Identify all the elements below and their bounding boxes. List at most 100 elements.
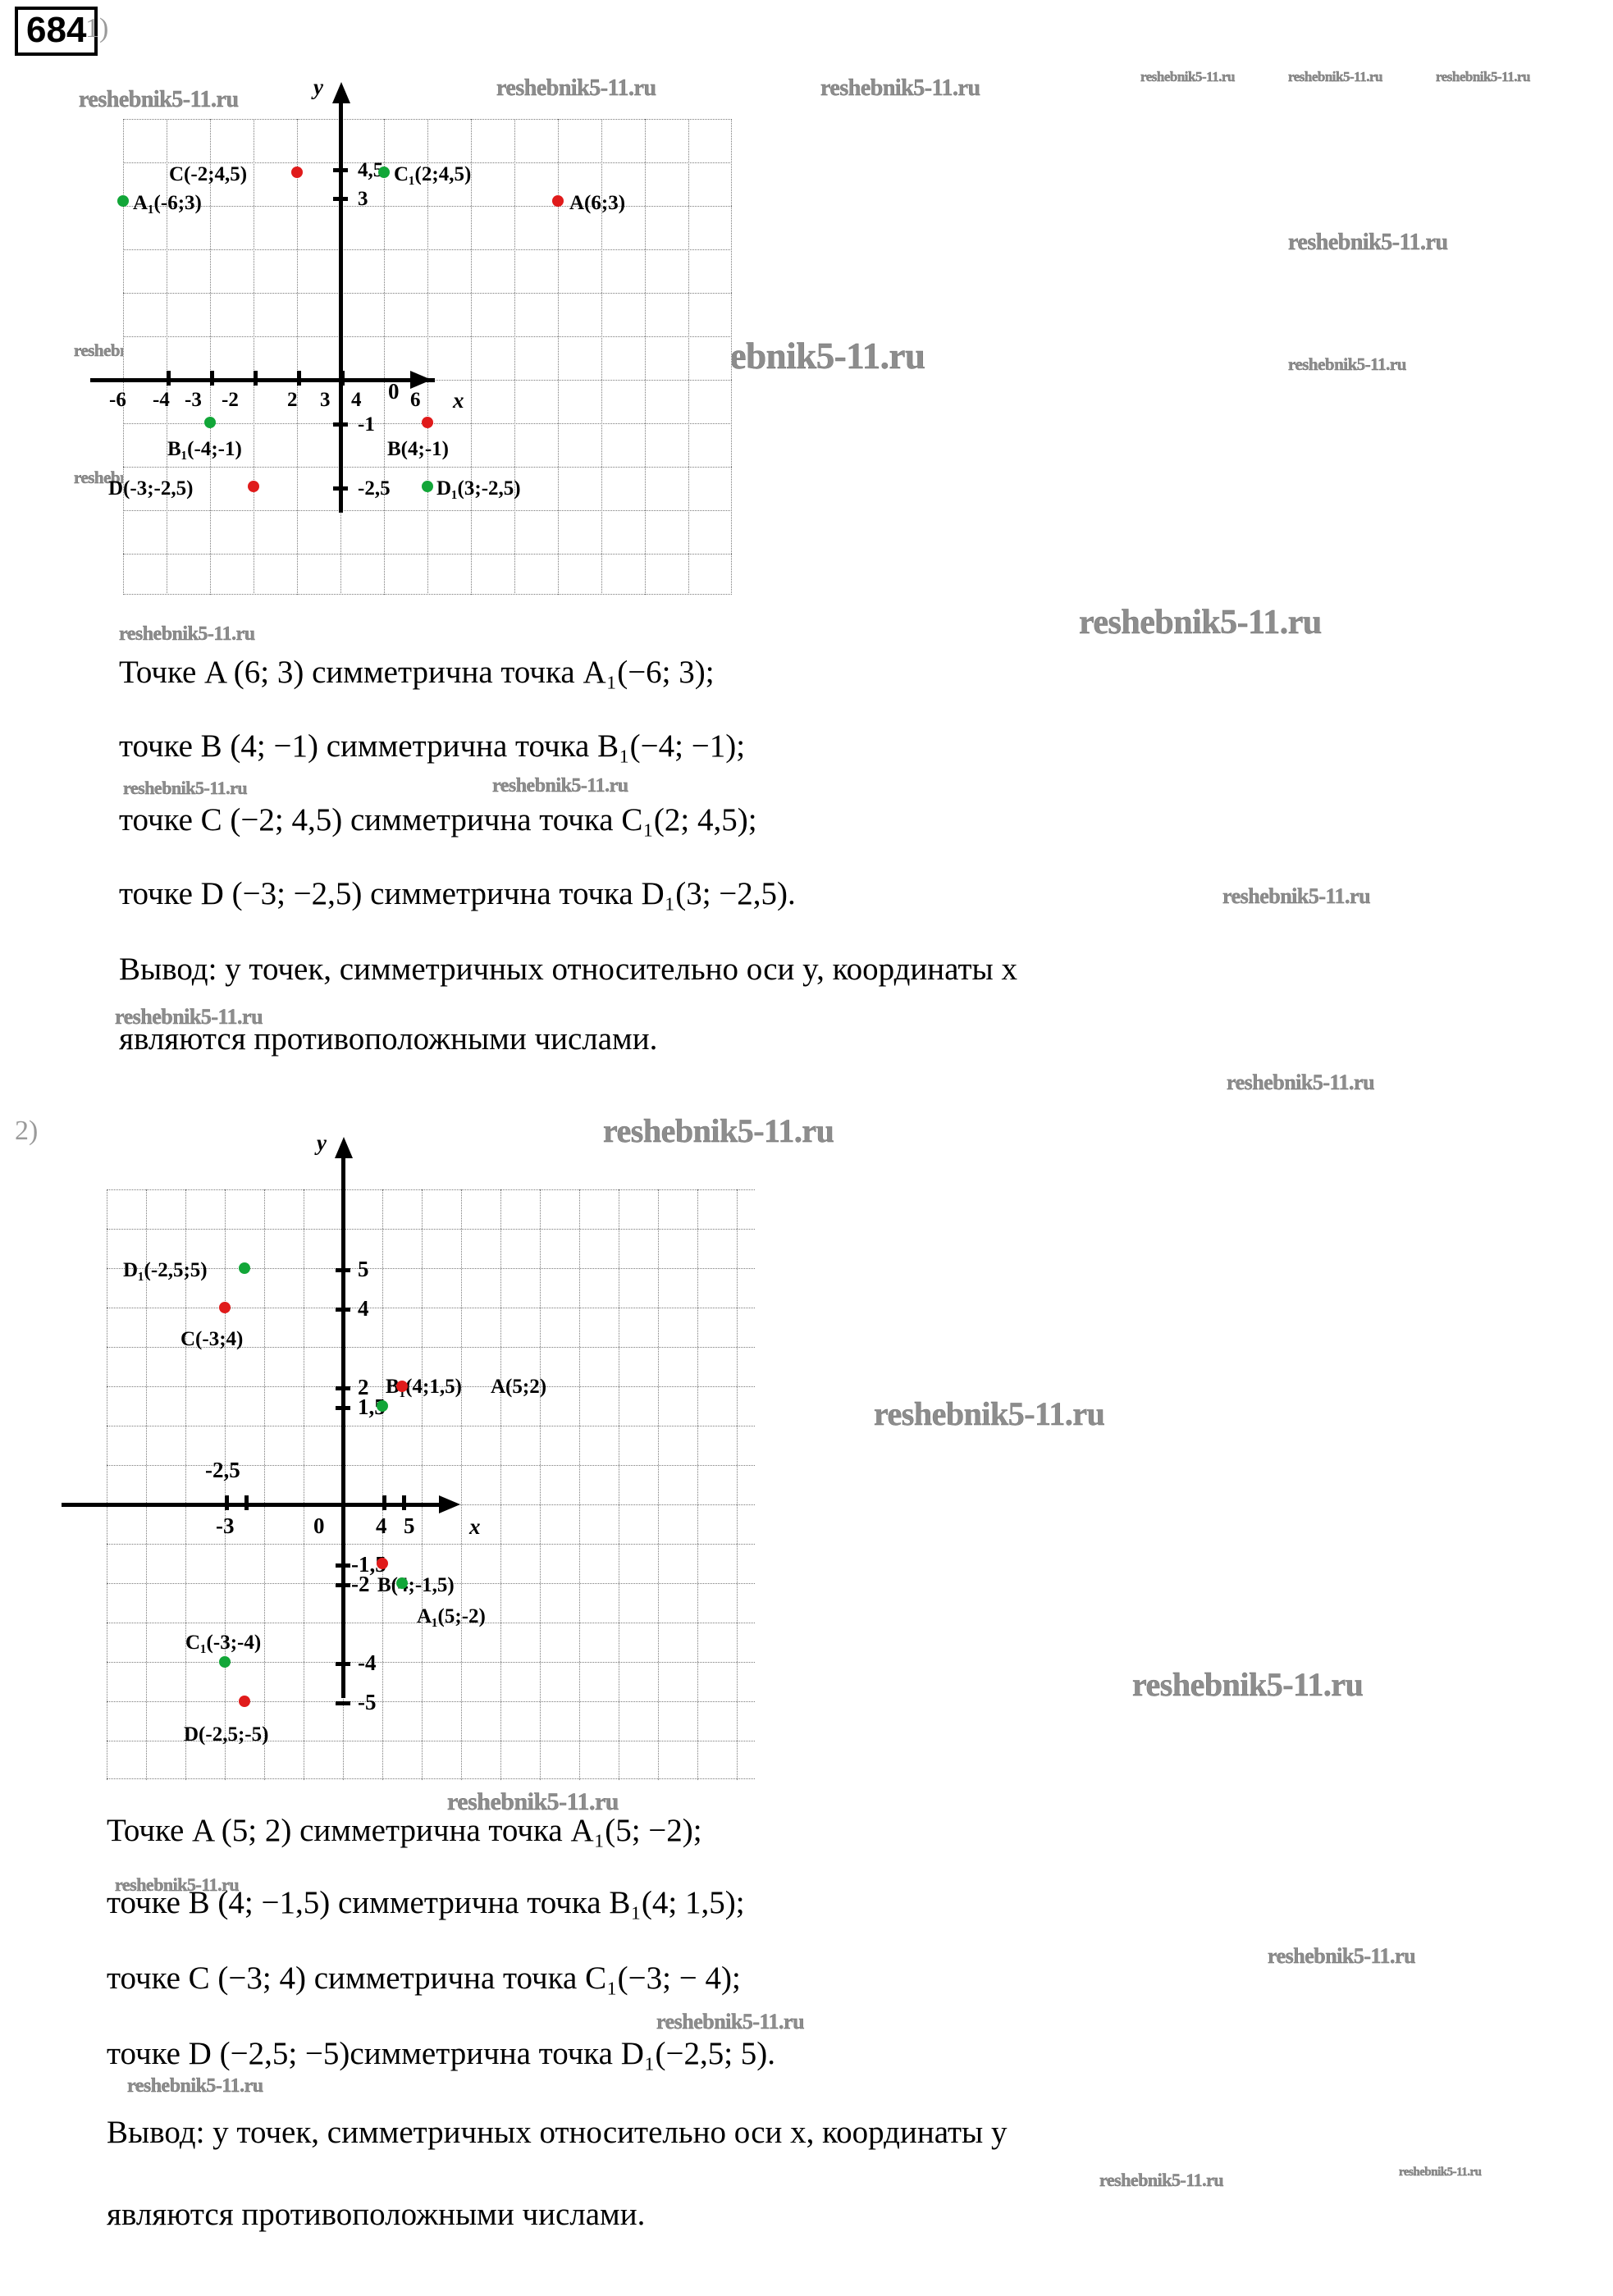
watermark: reshebnik5-11.ru [1436,69,1531,84]
y-tick [336,1268,350,1272]
point-A [552,195,564,207]
point-label-D1: D₁(3;-2,5) [436,477,521,500]
point-D [239,1696,250,1707]
y-axis-arrow-2 [335,1137,353,1158]
y-tick [336,1308,350,1312]
point-D1 [239,1262,250,1274]
point-label-D: D(-3;-2,5) [108,477,194,500]
coordinate-plane-2: -3 -2,5 4 5 0 x y 5 4 2 1,5 -1,5 -2 -4 -… [62,1132,755,1780]
watermark: reshebnik5-11.ru [1140,69,1236,84]
y-axis-name-1: y [313,75,323,99]
watermark: reshebnik5-11.ru [1288,230,1448,255]
y-tick-label: -2 [351,1572,370,1596]
y-tick [336,1701,350,1705]
answer1-line-2: точке B (4; −1) симметрична точка B₁(−4;… [119,728,746,764]
point-label-C: C(-3;4) [180,1328,244,1350]
point-label-C: C(-2;4,5) [169,163,248,185]
watermark: reshebnik5-11.ru [492,775,628,797]
point-A1 [396,1577,408,1589]
x-axis-1-right [340,378,423,382]
x-tick [210,371,214,386]
watermark: reshebnik5-11.ru [1399,2166,1482,2179]
watermark: reshebnik5-11.ru [1268,1944,1416,1968]
y-tick-label: 5 [358,1257,369,1281]
watermark: reshebnik5-11.ru [874,1395,1105,1432]
y-tick-label: -5 [358,1690,377,1714]
answer1-line-3: точке C (−2; 4,5) симметрична точка C₁(2… [119,802,757,838]
point-D [248,481,259,492]
point-B [377,1558,388,1569]
x-tick-label: 5 [404,1513,415,1538]
watermark: reshebnik5-11.ru [1288,69,1383,84]
watermark: reshebnik5-11.ru [1227,1070,1375,1094]
point-label-C1: C₁(2;4,5) [394,163,472,185]
watermark: reshebnik5-11.ru [127,2075,263,2097]
point-D1 [422,481,433,492]
watermark: reshebnik5-11.ru [1079,604,1323,641]
watermark: reshebnik5-11.ru [603,1112,834,1149]
x-tick [167,371,171,386]
y-tick-label: 2 [358,1375,369,1399]
answer1-line-6: являются противоположными числами. [119,1021,658,1057]
x-tick [382,1495,386,1510]
point-B [422,417,433,428]
y-tick-label: -2,5 [358,477,391,500]
grid-1 [123,119,732,595]
point-label-A: A(5;2) [491,1376,547,1398]
y-tick [333,197,348,201]
watermark: reshebnik5-11.ru [496,75,656,101]
part-label-1: 1) [85,13,109,43]
answer1-line-1: Точке A (6; 3) симметрична точка A₁(−6; … [119,655,715,690]
y-axis-name-2: y [317,1130,327,1155]
answer2-line-3: точке C (−3; 4) симметрична точка C₁(−3;… [107,1961,741,1996]
x-axis-arrow-1 [410,371,432,389]
x-tick-label: -2,5 [205,1458,240,1482]
x-tick [225,1495,229,1510]
y-tick [336,1386,350,1390]
coordinate-plane-1: -6 -4 -3 -2 2 3 4 6 0 x y 4,5 3 -1 -2,5 … [90,76,732,595]
origin-label-graph1: 0 [388,379,400,404]
x-tick-label: 3 [320,389,331,411]
x-axis-2 [62,1503,451,1507]
x-axis-arrow-2 [439,1495,460,1513]
x-tick-label: 4 [351,389,362,411]
x-axis-name-2: x [469,1514,481,1539]
part-label-2: 2) [15,1116,39,1146]
point-C [291,167,303,178]
watermark: reshebnik5-11.ru [1132,1666,1364,1703]
x-tick-label: -3 [185,389,202,411]
exercise-number: 684 [15,7,98,56]
y-tick [336,1563,350,1568]
x-tick [254,371,258,386]
answer2-line-4: точке D (−2,5; −5)симметрична точка D₁(−… [107,2036,776,2071]
y-tick-label: -4 [358,1650,377,1675]
point-label-D1: D₁(-2,5;5) [123,1259,208,1281]
x-tick [340,371,345,386]
y-tick [333,486,348,491]
point-label-A1: A₁(-6;3) [133,192,202,214]
answer2-line-5: Вывод: у точек, симметричных относительн… [107,2115,1008,2150]
watermark: reshebnik5-11.ru [656,2010,805,2034]
x-tick-label: 2 [287,389,298,411]
watermark: reshebnik5-11.ru [1288,354,1407,374]
point-A [396,1381,408,1392]
x-tick-label: 4 [376,1513,387,1538]
y-axis-1 [339,103,343,513]
x-tick [402,1495,406,1510]
point-A1 [117,195,129,207]
y-axis-arrow-1 [332,82,350,103]
x-tick-label: -2 [222,389,239,411]
answer1-line-5: Вывод: у точек, симметричных относительн… [119,952,1017,987]
x-axis-1 [90,378,435,382]
point-label-D: D(-2,5;-5) [184,1723,269,1746]
y-tick [336,1662,350,1666]
origin-label-2: 0 [313,1513,325,1538]
answer2-line-2: точке B (4; −1,5) симметрична точка B₁(4… [107,1885,745,1920]
watermark: reshebnik5-11.ru [123,778,248,798]
y-tick [336,1583,350,1587]
x-tick-label: -4 [153,389,170,411]
y-tick-label: 4 [358,1296,369,1321]
point-label-B: B(4;-1,5) [377,1574,455,1596]
x-axis-name-1: x [453,388,464,413]
watermark: reshebnik5-11.ru [820,75,980,101]
